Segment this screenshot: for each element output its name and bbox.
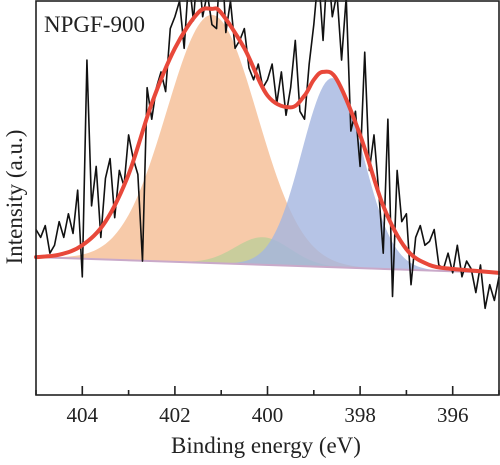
x-tick-label: 398 (344, 403, 376, 427)
background-line (35, 256, 500, 274)
data-lines (34, 0, 500, 310)
peak-fills (36, 14, 499, 273)
axes: 404 402 400 398 396 (35, 0, 500, 427)
raw-data-line (35, 0, 500, 310)
y-axis-label: Intensity (a.u.) (2, 130, 27, 265)
envelope-fit-line (34, 6, 500, 275)
chart-title: NPGF-900 (44, 12, 145, 37)
x-tick-label: 400 (252, 403, 284, 427)
x-tick-label: 402 (159, 403, 191, 427)
x-tick-label: 404 (67, 403, 99, 427)
x-axis-label: Binding energy (eV) (171, 433, 361, 458)
peak-398-6-fill (36, 78, 499, 273)
peak-401-2-fill (36, 14, 499, 273)
x-tick-label: 396 (437, 403, 469, 427)
